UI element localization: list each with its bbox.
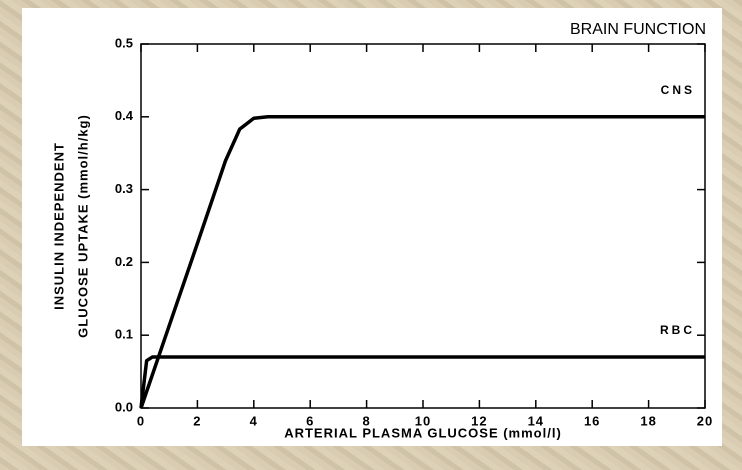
x-tick-label: 8 <box>362 413 370 428</box>
y-tick-label: 0.5 <box>115 35 133 50</box>
x-tick-label: 6 <box>306 413 314 428</box>
y-tick-label: 0.4 <box>115 108 134 123</box>
x-tick-label: 18 <box>640 413 656 428</box>
x-tick-label: 10 <box>415 413 431 428</box>
x-axis-label: ARTERIAL PLASMA GLUCOSE (mmol/l) <box>284 425 562 440</box>
x-tick-label: 20 <box>697 413 713 428</box>
series-label: CNS <box>661 83 695 97</box>
panel <box>22 8 722 446</box>
line <box>139 355 705 409</box>
x-tick-label: 14 <box>528 413 544 428</box>
line <box>139 115 705 409</box>
series-label: RBC <box>660 323 695 337</box>
x-tick-label: 12 <box>471 413 487 428</box>
y-tick-label: 0.0 <box>115 399 133 414</box>
y-axis-label: INSULIN INDEPENDENT <box>51 142 66 310</box>
x-tick-label: 4 <box>250 413 258 428</box>
y-tick-label: 0.2 <box>115 254 133 269</box>
y-axis-label: GLUCOSE UPTAKE (mmol/h/kg) <box>75 114 90 338</box>
x-tick-label: 0 <box>137 413 145 428</box>
chart-title: BRAIN FUNCTION <box>570 21 706 38</box>
y-tick-label: 0.3 <box>115 181 133 196</box>
x-tick-label: 16 <box>584 413 600 428</box>
y-tick-label: 0.1 <box>115 327 133 342</box>
x-tick-label: 2 <box>193 413 201 428</box>
